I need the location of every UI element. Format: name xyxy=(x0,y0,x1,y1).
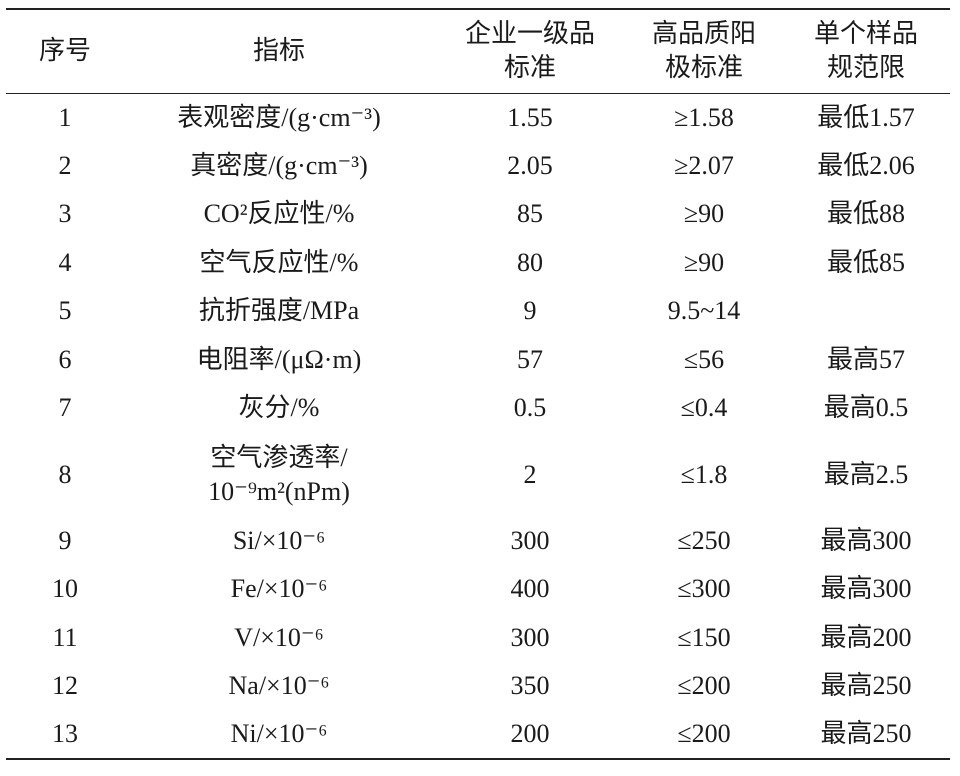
table-cell: 6 xyxy=(58,344,72,374)
table-cell: 最低88 xyxy=(826,199,905,229)
table-row: 4 空气反应性/% 80 ≥90 最低85 xyxy=(6,239,950,288)
table-cell: 最低2.06 xyxy=(817,150,915,180)
table-cell: 9.5~14 xyxy=(667,296,741,326)
table-cell: 12 xyxy=(52,671,78,701)
header-row: 序号 指标 企业一级品 标准 高品质阳 极标准 单个样品 规范限 xyxy=(6,9,950,93)
table-cell: Na/×10⁻⁶ xyxy=(228,671,330,701)
table-cell: ≤250 xyxy=(677,525,731,555)
table-cell: 300 xyxy=(510,622,550,652)
table-cell: 200 xyxy=(510,719,550,749)
table-cell: 最低85 xyxy=(826,247,905,277)
table-row: 11 V/×10⁻⁶ 300 ≤150 最高200 xyxy=(6,614,950,663)
table-cell: ≤56 xyxy=(683,344,725,374)
table-cell: 最低1.57 xyxy=(817,102,915,132)
table-cell: Si/×10⁻⁶ xyxy=(232,525,326,555)
table-cell: 3 xyxy=(58,199,72,229)
header-cell: 序号 xyxy=(38,36,91,66)
table-cell: ≤0.4 xyxy=(680,393,728,423)
table-cell: 空气渗透率/ 10⁻⁹m²(nPm) xyxy=(208,442,350,506)
table-cell: 13 xyxy=(52,719,78,749)
table-cell: 350 xyxy=(510,671,550,701)
table-cell: CO²反应性/% xyxy=(203,199,355,229)
table-cell: 2 xyxy=(523,459,537,489)
table-row: 5 抗折强度/MPa 9 9.5~14 xyxy=(6,287,950,336)
table-body: 1 表观密度/(g·cm⁻³) 1.55 ≥1.58 最低1.57 2 真密度/(g·cm⁻… xyxy=(6,93,950,759)
table-cell: 最高250 xyxy=(820,719,912,749)
spec-table: 序号 指标 企业一级品 标准 高品质阳 极标准 单个样品 规范限 1 表观密度/(g·cm… xyxy=(6,8,950,760)
header-cell: 指标 xyxy=(252,36,305,66)
table-cell: 11 xyxy=(52,622,78,652)
table-cell: 300 xyxy=(510,525,550,555)
table-row: 7 灰分/% 0.5 ≤0.4 最高0.5 xyxy=(6,384,950,433)
table-cell: 抗折强度/MPa xyxy=(198,296,360,326)
table-cell: 57 xyxy=(517,344,543,374)
table-row: 13 Ni/×10⁻⁶ 200 ≤200 最高250 xyxy=(6,711,950,759)
empty-cell xyxy=(782,287,950,336)
table-row: 1 表观密度/(g·cm⁻³) 1.55 ≥1.58 最低1.57 xyxy=(6,93,950,142)
table-cell: 最高300 xyxy=(820,574,912,604)
table-cell: 真密度/(g·cm⁻³) xyxy=(190,150,368,180)
table-row: 10 Fe/×10⁻⁶ 400 ≤300 最高300 xyxy=(6,565,950,614)
table-cell: ≤300 xyxy=(677,574,731,604)
table-cell: ≥90 xyxy=(683,199,725,229)
header-cell: 高品质阳 极标准 xyxy=(651,19,756,83)
table-cell: 最高0.5 xyxy=(823,393,909,423)
table-cell: 2.05 xyxy=(507,150,553,180)
table-cell: 9 xyxy=(58,525,72,555)
table-cell: 最高250 xyxy=(820,671,912,701)
table-cell: 7 xyxy=(58,393,72,423)
table-cell: 0.5 xyxy=(513,393,547,423)
table-cell: ≤200 xyxy=(677,719,731,749)
table-cell: 最高57 xyxy=(826,344,905,374)
table-cell: 1 xyxy=(58,102,72,132)
table-cell: ≤150 xyxy=(677,622,731,652)
table-cell: 最高300 xyxy=(820,525,912,555)
table-header: 序号 指标 企业一级品 标准 高品质阳 极标准 单个样品 规范限 xyxy=(6,9,950,93)
table-row: 8 空气渗透率/ 10⁻⁹m²(nPm) 2 ≤1.8 最高2.5 xyxy=(6,433,950,517)
table-cell: ≥2.07 xyxy=(674,150,734,180)
table-cell: ≥1.58 xyxy=(674,102,734,132)
table-cell: ≤200 xyxy=(677,671,731,701)
header-cell: 单个样品 规范限 xyxy=(813,19,918,83)
table-row: 9 Si/×10⁻⁶ 300 ≤250 最高300 xyxy=(6,517,950,566)
table-cell: 电阻率/(μΩ·m) xyxy=(196,344,362,374)
table-cell: 空气反应性/% xyxy=(199,247,359,277)
table-cell: 8 xyxy=(58,459,72,489)
table-cell: 2 xyxy=(58,150,72,180)
table-cell: 4 xyxy=(58,247,72,277)
table-row: 12 Na/×10⁻⁶ 350 ≤200 最高250 xyxy=(6,662,950,711)
table-cell: 85 xyxy=(517,199,543,229)
table-cell: 表观密度/(g·cm⁻³) xyxy=(177,102,381,132)
table-cell: 80 xyxy=(517,247,543,277)
table-cell: 1.55 xyxy=(507,102,553,132)
table-cell: 400 xyxy=(510,574,550,604)
table-cell: 9 xyxy=(523,296,537,326)
table-cell: ≥90 xyxy=(683,247,725,277)
header-cell: 企业一级品 标准 xyxy=(464,19,595,83)
table-cell: 最高200 xyxy=(820,622,912,652)
table-cell: 5 xyxy=(58,296,72,326)
table-cell: ≤1.8 xyxy=(680,459,728,489)
table-cell: 最高2.5 xyxy=(823,459,909,489)
table-row: 6 电阻率/(μΩ·m) 57 ≤56 最高57 xyxy=(6,336,950,385)
table-cell: V/×10⁻⁶ xyxy=(234,622,324,652)
table-cell: Fe/×10⁻⁶ xyxy=(230,574,328,604)
table-row: 2 真密度/(g·cm⁻³) 2.05 ≥2.07 最低2.06 xyxy=(6,142,950,191)
table-cell: 灰分/% xyxy=(238,393,320,423)
table-cell: 10 xyxy=(52,574,78,604)
table-row: 3 CO²反应性/% 85 ≥90 最低88 xyxy=(6,190,950,239)
table-cell: Ni/×10⁻⁶ xyxy=(230,719,328,749)
